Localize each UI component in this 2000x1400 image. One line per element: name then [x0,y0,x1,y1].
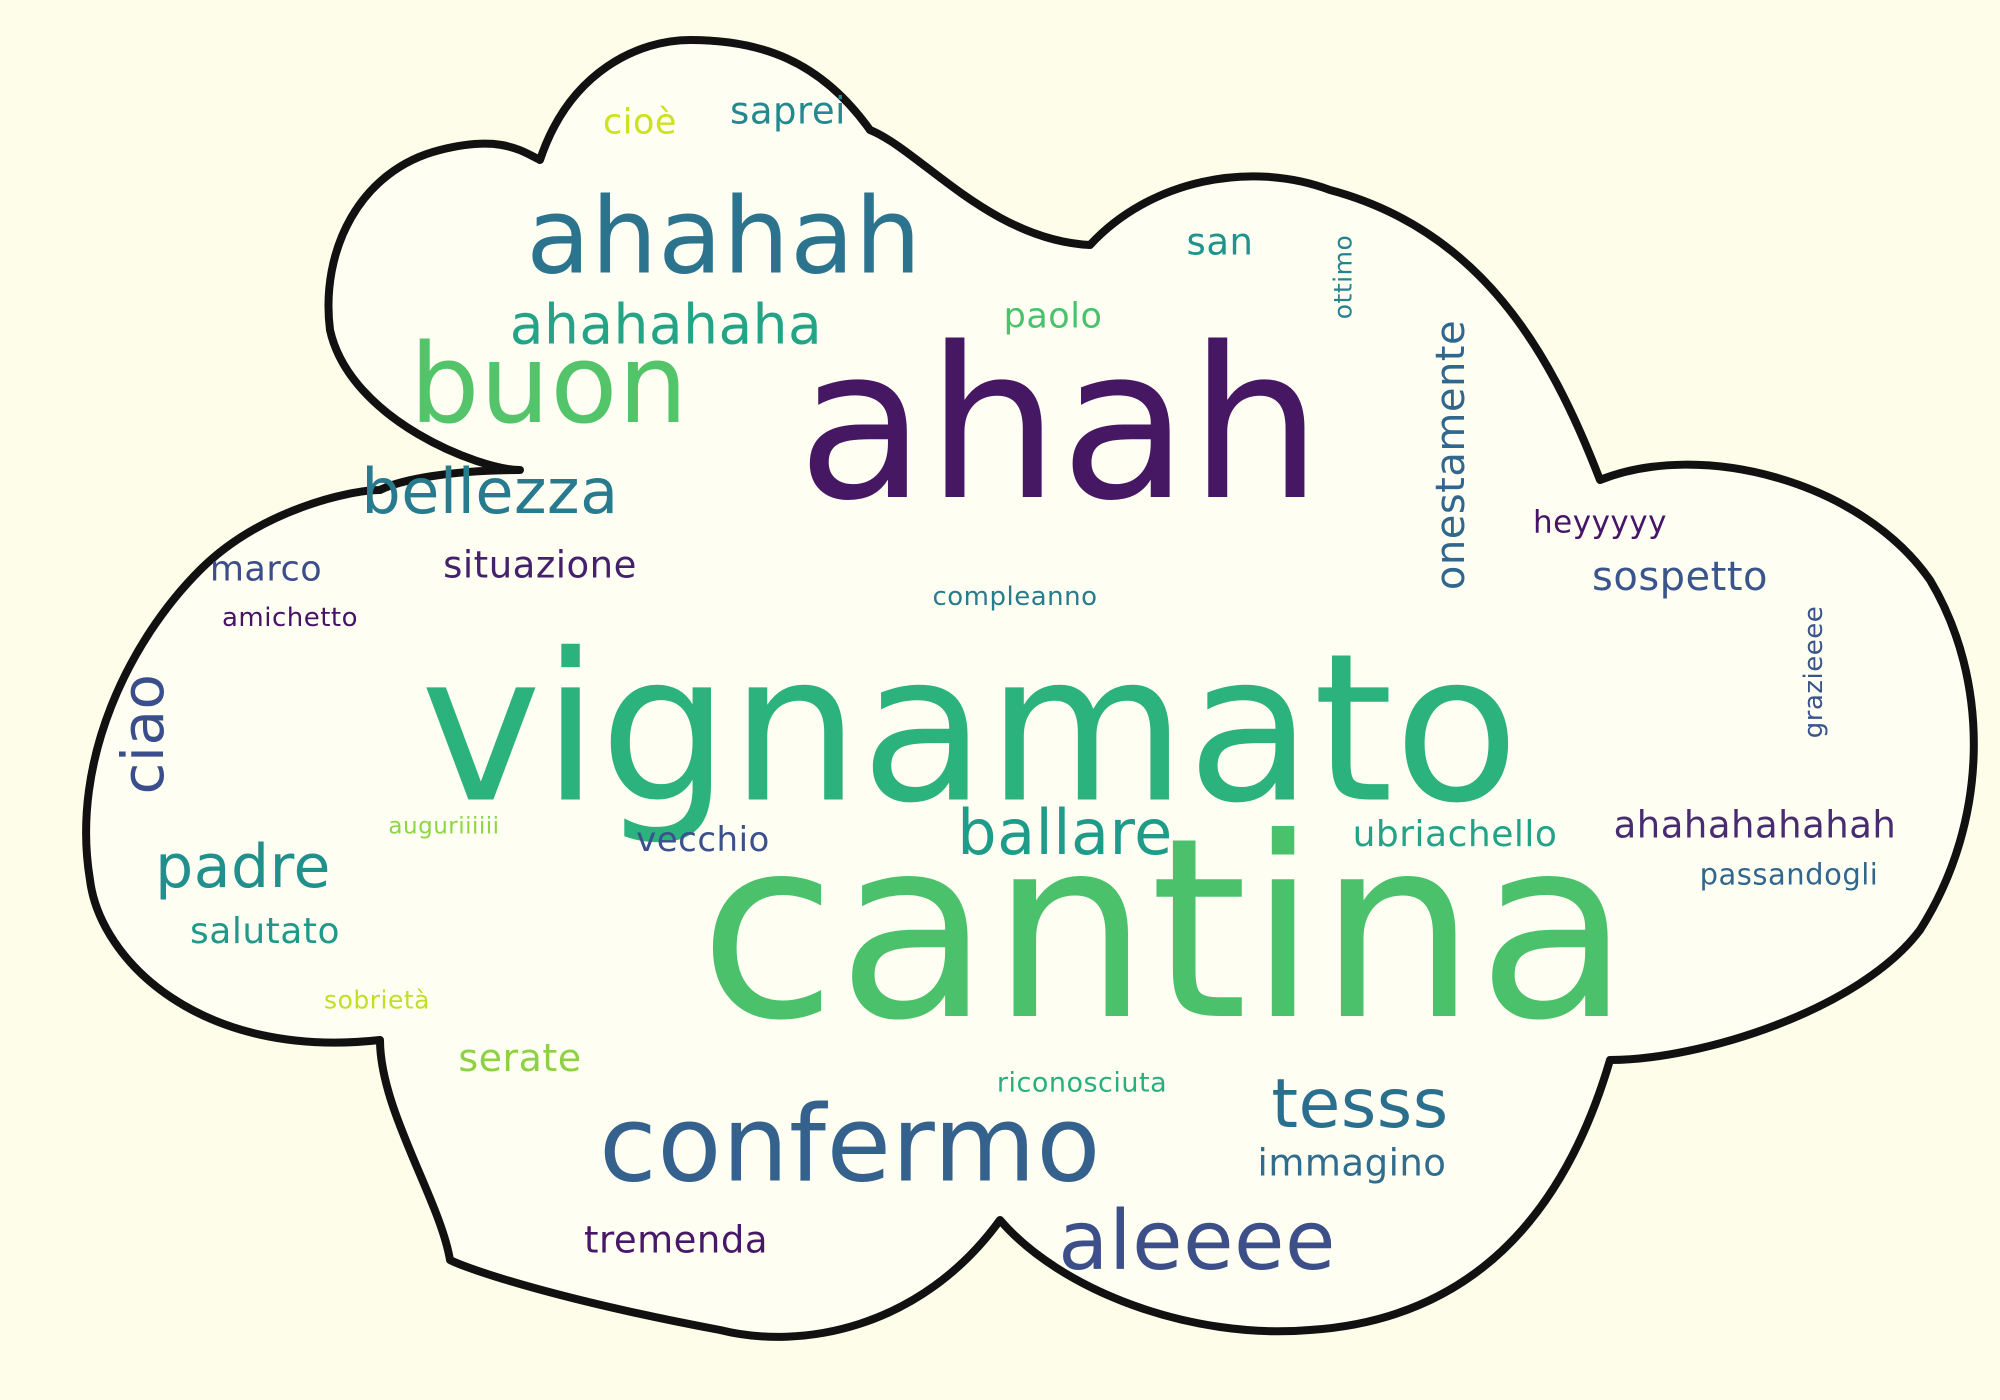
word-grazieeee: grazieeee [1799,605,1829,739]
word-sospetto: sospetto [1592,554,1768,600]
word-vignamato: vignamato [420,610,1520,849]
word-ahah: ahah [797,302,1323,547]
word-passandogli: passandogli [1699,857,1879,892]
word-ballare: ballare [957,796,1173,869]
word-buon: buon [409,320,689,448]
word-san: san [1186,220,1254,264]
word-amichetto: amichetto [221,603,359,633]
word-immagino: immagino [1257,1141,1447,1185]
word-tesss: tesss [1271,1065,1449,1144]
word-tremenda: tremenda [583,1218,769,1262]
word-marco: marco [209,549,323,590]
word-onestamente: onestamente [1428,319,1474,591]
word-ubriachello: ubriachello [1352,814,1558,855]
word-saprei: saprei [730,89,846,133]
word-ahahahahahah: ahahahahahah [1613,803,1897,847]
word-riconosciuta: riconosciuta [996,1067,1168,1099]
word-ottimo: ottimo [1328,234,1358,320]
word-paolo: paolo [1003,296,1103,337]
word-sobrieta: sobrietà [324,985,430,1015]
word-heyyyyy: heyyyyy [1533,504,1667,541]
word-situazione: situazione [443,543,637,587]
word-bellezza: bellezza [361,455,619,528]
word-cioe: cioè [603,102,677,143]
word-aleeee: aleeee [1058,1194,1336,1289]
word-vecchio: vecchio [636,820,770,860]
word-ciao: ciao [109,673,177,795]
word-cantina: cantina [699,784,1631,1075]
word-compleanno: compleanno [932,582,1098,612]
word-confermo: confermo [599,1083,1101,1206]
word-serate: serate [458,1036,582,1080]
word-ahahah: ahahah [526,175,922,298]
word-ahahahaha: ahahahaha [509,292,823,357]
cloud-outline [82,36,1978,1341]
word-padre: padre [155,832,331,902]
word-auguriiiiii: auguriiiiii [388,813,500,840]
word-salutato: salutato [190,911,340,952]
